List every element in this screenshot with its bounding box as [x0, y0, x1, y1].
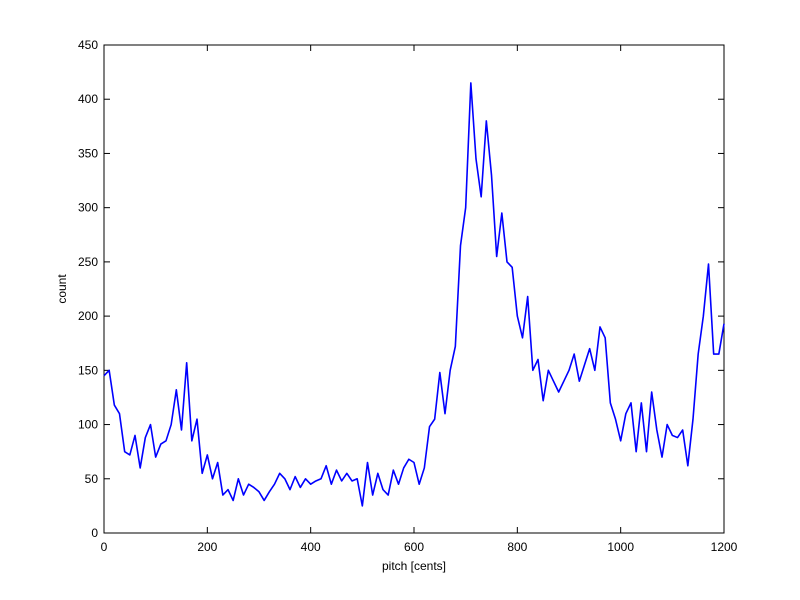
y-axis-label: count: [55, 274, 69, 304]
y-tick-label: 200: [78, 309, 98, 323]
x-tick-label: 1000: [607, 540, 634, 554]
x-tick-label: 800: [507, 540, 527, 554]
x-tick-label: 0: [101, 540, 108, 554]
x-tick-label: 200: [197, 540, 217, 554]
y-tick-label: 0: [91, 526, 98, 540]
data-line: [103, 82, 725, 507]
y-tick-label: 150: [78, 363, 98, 377]
y-tick-label: 50: [85, 472, 99, 486]
x-tick-label: 600: [404, 540, 424, 554]
y-tick-label: 300: [78, 201, 98, 215]
y-tick-label: 350: [78, 146, 98, 160]
x-tick-label: 400: [301, 540, 321, 554]
y-tick-label: 100: [78, 418, 98, 432]
y-tick-label: 400: [78, 92, 98, 106]
y-tick-label: 450: [78, 38, 98, 52]
x-axis-label: pitch [cents]: [382, 559, 446, 573]
y-tick-label: 250: [78, 255, 98, 269]
x-tick-label: 1200: [711, 540, 738, 554]
